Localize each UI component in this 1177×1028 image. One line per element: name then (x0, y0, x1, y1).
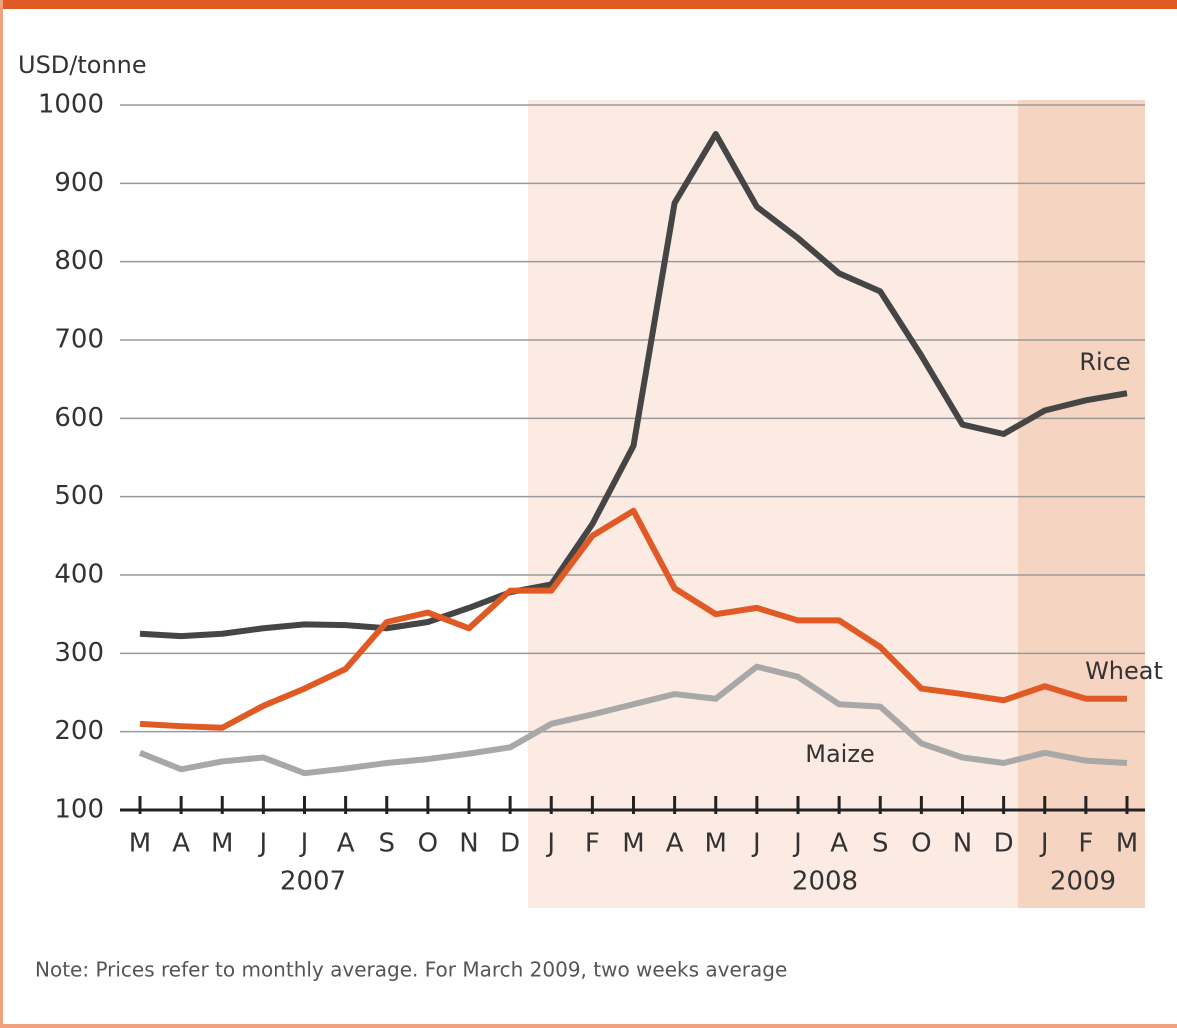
y-axis-label: USD/tonne (18, 51, 147, 79)
top-border (0, 0, 1177, 9)
x-tick-label: N (953, 829, 972, 859)
y-tick-label: 500 (54, 481, 104, 511)
x-tick-label: M (129, 829, 151, 859)
y-tick-label: 100 (54, 795, 104, 825)
y-tick-label: 700 (54, 325, 104, 355)
x-tick-label: N (459, 829, 478, 859)
y-tick-label: 200 (54, 716, 104, 746)
y-tick-label: 600 (54, 403, 104, 433)
series-label: Maize (805, 740, 874, 768)
x-tick-label: S (872, 829, 889, 859)
series-label: Rice (1079, 348, 1130, 376)
x-tick-label: J (299, 829, 309, 859)
series-label: Wheat (1085, 657, 1163, 685)
x-tick-label: S (378, 829, 395, 859)
x-tick-label: J (751, 829, 761, 859)
year-label: 2008 (792, 867, 858, 897)
y-tick-label: 800 (54, 246, 104, 276)
band-2009 (1018, 100, 1145, 908)
x-tick-label: O (911, 829, 931, 859)
x-tick-label: J (1039, 829, 1049, 859)
y-tick-label: 400 (54, 560, 104, 590)
x-tick-label: A (172, 829, 190, 859)
x-tick-label: A (830, 829, 848, 859)
note: Note: Prices refer to monthly average. F… (35, 958, 787, 982)
x-tick-label: D (500, 829, 520, 859)
x-tick-label: J (545, 829, 555, 859)
left-border (0, 0, 3, 1028)
x-tick-label: A (666, 829, 684, 859)
x-tick-label: J (258, 829, 268, 859)
x-tick-label: A (337, 829, 355, 859)
year-label: 2007 (280, 867, 346, 897)
series-line (139, 507, 1127, 731)
y-tick-label: 300 (54, 638, 104, 668)
band-2008 (528, 100, 1018, 908)
x-tick-label: D (994, 829, 1014, 859)
x-tick-label: M (211, 829, 233, 859)
x-tick-label: M (1116, 829, 1138, 859)
series-line (138, 663, 1128, 777)
y-tick-label: 1000 (38, 90, 104, 120)
x-tick-label: J (792, 829, 802, 859)
bottom-border (0, 1024, 1177, 1028)
year-label: 2009 (1050, 867, 1116, 897)
x-tick-label: F (1078, 829, 1093, 859)
series-line (139, 130, 1128, 640)
x-tick-label: F (585, 829, 600, 859)
x-tick-label: O (418, 829, 438, 859)
x-tick-label: M (622, 829, 644, 859)
x-tick-label: M (705, 829, 727, 859)
y-tick-label: 900 (54, 168, 104, 198)
